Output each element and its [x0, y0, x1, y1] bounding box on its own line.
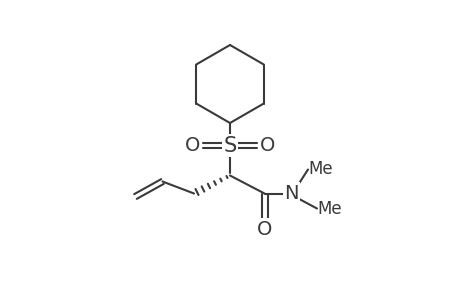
Text: O: O	[259, 136, 274, 155]
Text: O: O	[185, 136, 200, 155]
Text: Me: Me	[308, 160, 332, 178]
Text: N: N	[284, 184, 298, 203]
Text: S: S	[223, 136, 236, 155]
Text: O: O	[256, 220, 272, 239]
Text: Me: Me	[316, 200, 341, 217]
